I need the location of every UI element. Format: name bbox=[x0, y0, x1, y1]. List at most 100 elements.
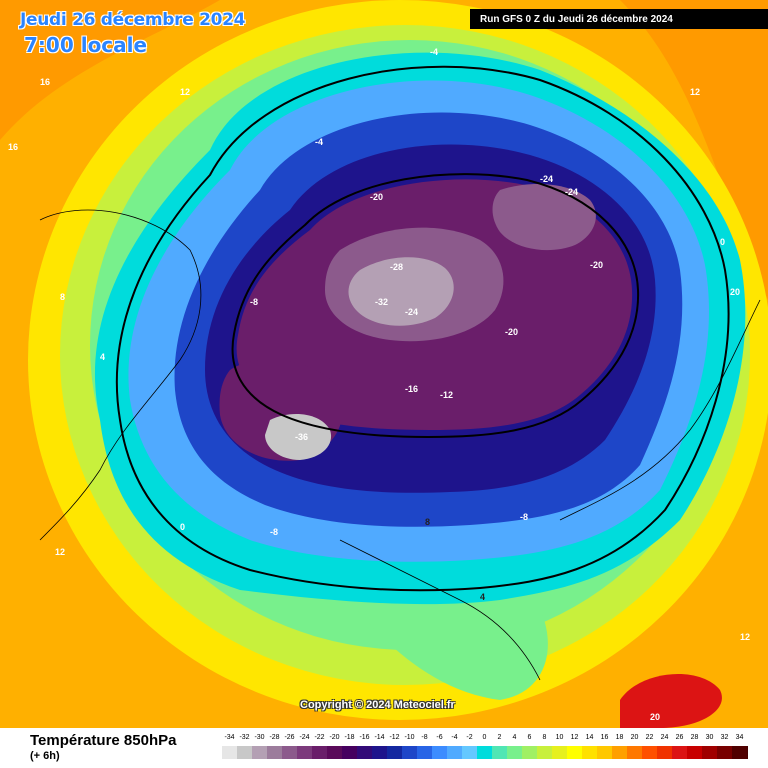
orange-edge-region bbox=[0, 0, 220, 140]
legend-swatch bbox=[702, 746, 718, 759]
legend-swatch bbox=[537, 746, 553, 759]
isotherm-label: -8 bbox=[250, 297, 258, 307]
isotherm-label: 0 bbox=[720, 237, 725, 247]
legend-swatch bbox=[372, 746, 388, 759]
color-scale-legend: -34 -32 -30 -28 -26 -24 -22 -20 -18 -16 -14 -12 -10-… bbox=[222, 734, 752, 764]
legend-label: 8 bbox=[542, 734, 547, 741]
legend-label: 32 bbox=[720, 734, 729, 741]
legend-label: 4 bbox=[512, 734, 517, 741]
minus-twenty-isotherm bbox=[231, 173, 640, 439]
isotherm-label: -32 bbox=[375, 297, 388, 307]
coastline-north-america bbox=[39, 209, 202, 541]
legend-swatch bbox=[387, 746, 403, 759]
isotherm-label: 8 bbox=[60, 292, 65, 302]
legend-label: -12 bbox=[389, 734, 400, 741]
legend-label: 26 bbox=[675, 734, 684, 741]
legend-swatch bbox=[612, 746, 628, 759]
copyright-notice: Copyright © 2024 Meteociel.fr bbox=[300, 699, 455, 711]
legend-label: -26 bbox=[284, 734, 295, 741]
isotherm-label: -20 bbox=[370, 192, 383, 202]
legend-swatch bbox=[357, 746, 373, 759]
forecast-date: Jeudi 26 décembre 2024 bbox=[20, 10, 246, 30]
isotherm-label: -24 bbox=[540, 174, 553, 184]
isotherm-label: 12 bbox=[55, 547, 65, 557]
legend-swatch bbox=[672, 746, 688, 759]
isotherm-label: -20 bbox=[505, 327, 518, 337]
legend-swatch bbox=[582, 746, 598, 759]
isotherm-label: -8 bbox=[520, 512, 528, 522]
model-run-info: Run GFS 0 Z du Jeudi 26 décembre 2024 bbox=[470, 9, 768, 29]
legend-swatch bbox=[567, 746, 583, 759]
legend-swatch bbox=[627, 746, 643, 759]
forecast-local-time: 7:00 locale bbox=[24, 33, 148, 57]
legend-swatch bbox=[447, 746, 463, 759]
isotherm-label: -24 bbox=[405, 307, 418, 317]
isotherm-label: 8 bbox=[425, 517, 430, 527]
isotherm-label: 4 bbox=[480, 592, 485, 602]
temperature-map: 16 12 8 4 0 -4 -8 -12 -16 -20 -24 -28 -3… bbox=[0, 0, 768, 728]
legend-label: 24 bbox=[660, 734, 669, 741]
legend-swatch bbox=[342, 746, 358, 759]
isotherm-label: -16 bbox=[405, 384, 418, 394]
isotherm-label: 0 bbox=[180, 522, 185, 532]
legend-label: -8 bbox=[421, 734, 428, 741]
coastline-eurasia bbox=[559, 299, 761, 521]
legend-label: 20 bbox=[630, 734, 639, 741]
isotherm-label: -4 bbox=[315, 137, 323, 147]
legend-swatch bbox=[237, 746, 253, 759]
legend-swatch bbox=[597, 746, 613, 759]
legend-swatch bbox=[732, 746, 748, 759]
isotherm-label: 12 bbox=[690, 87, 700, 97]
legend-label: 12 bbox=[570, 734, 579, 741]
isotherm-label: -36 bbox=[295, 432, 308, 442]
isotherm-label: 20 bbox=[730, 287, 740, 297]
forecast-step: (+ 6h) bbox=[30, 750, 60, 762]
legend-label: 10 bbox=[555, 734, 564, 741]
legend-label: -28 bbox=[269, 734, 280, 741]
legend-label: -10 bbox=[404, 734, 415, 741]
legend-label: -4 bbox=[451, 734, 458, 741]
legend-swatch bbox=[552, 746, 568, 759]
isotherm-label: 12 bbox=[180, 87, 190, 97]
coastline-europe bbox=[339, 539, 541, 681]
legend-swatch bbox=[222, 746, 238, 759]
legend-label: -34 bbox=[224, 734, 235, 741]
legend-swatch bbox=[462, 746, 478, 759]
legend-label: -6 bbox=[436, 734, 443, 741]
isotherm-label: -4 bbox=[430, 47, 438, 57]
legend-swatch bbox=[297, 746, 313, 759]
legend-swatch bbox=[687, 746, 703, 759]
legend-swatch bbox=[492, 746, 508, 759]
legend-swatch bbox=[657, 746, 673, 759]
legend-label: 22 bbox=[645, 734, 654, 741]
legend-label: -2 bbox=[466, 734, 473, 741]
legend-label: 6 bbox=[527, 734, 532, 741]
legend-label: -22 bbox=[314, 734, 325, 741]
isotherm-label: 20 bbox=[650, 712, 660, 722]
legend-label: 16 bbox=[600, 734, 609, 741]
legend-swatch bbox=[717, 746, 733, 759]
isotherm-label: 16 bbox=[40, 77, 50, 87]
legend-swatch bbox=[642, 746, 658, 759]
legend-label: -32 bbox=[239, 734, 250, 741]
isotherm-label: -24 bbox=[565, 187, 578, 197]
isotherm-label: -28 bbox=[390, 262, 403, 272]
legend-label: -20 bbox=[329, 734, 340, 741]
legend-label: 30 bbox=[705, 734, 714, 741]
isotherm-label: -20 bbox=[590, 260, 603, 270]
legend-swatch bbox=[477, 746, 493, 759]
legend-swatch bbox=[327, 746, 343, 759]
isotherm-label: -8 bbox=[270, 527, 278, 537]
isotherm-labels: 16 12 8 4 0 -4 -8 -12 -16 -20 -24 -28 -3… bbox=[8, 47, 750, 722]
legend-swatch bbox=[282, 746, 298, 759]
legend-swatch bbox=[252, 746, 268, 759]
legend-swatch bbox=[432, 746, 448, 759]
legend-swatch bbox=[312, 746, 328, 759]
legend-label: 28 bbox=[690, 734, 699, 741]
legend-label: -24 bbox=[299, 734, 310, 741]
legend-label: 14 bbox=[585, 734, 594, 741]
legend-label: -16 bbox=[359, 734, 370, 741]
zero-isotherm bbox=[115, 65, 730, 592]
legend-swatch bbox=[417, 746, 433, 759]
legend-label: -14 bbox=[374, 734, 385, 741]
